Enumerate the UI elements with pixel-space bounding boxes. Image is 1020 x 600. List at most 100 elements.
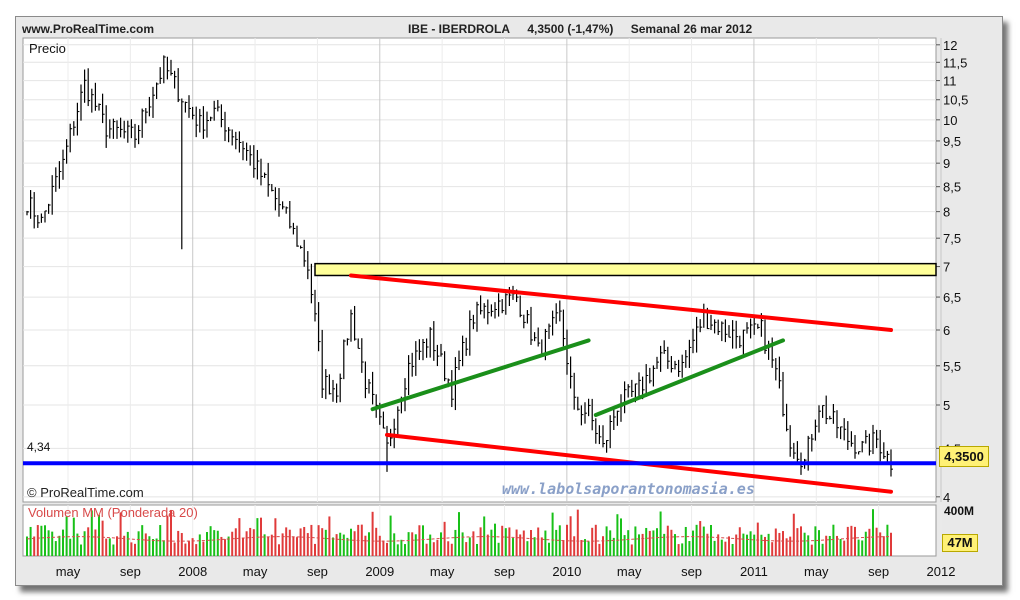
volume-bar [69, 538, 72, 556]
volume-bar [594, 524, 597, 556]
volume-bar [198, 534, 201, 556]
volume-bar [620, 518, 622, 556]
volume-bar [414, 534, 417, 556]
x-tick-label: sep [681, 564, 702, 579]
volume-bar [641, 533, 644, 556]
x-tick-label: sep [120, 564, 141, 579]
volume-bar [350, 528, 352, 556]
volume-bar [80, 544, 82, 556]
volume-bar [616, 514, 619, 556]
channel-line [349, 273, 893, 332]
volume-bar [760, 534, 763, 556]
volume-bar [681, 543, 684, 556]
volume-bar [213, 530, 216, 556]
volume-bar [864, 531, 867, 556]
x-tick-label: may [430, 564, 455, 579]
volume-bar [184, 543, 187, 556]
volume-bar [386, 542, 388, 556]
volume-bar [335, 534, 338, 556]
y-tick-label: 11 [943, 74, 957, 89]
volume-bar [656, 528, 658, 556]
volume-bar [879, 532, 882, 556]
y-tick-label: 7 [943, 260, 950, 275]
last-price-box: 4,3500 [939, 446, 989, 467]
volume-bar [652, 530, 655, 556]
volume-bar [447, 541, 450, 556]
volume-bar [569, 516, 572, 556]
volume-bar [231, 531, 234, 556]
volume-bar [825, 535, 828, 556]
volume-bar [454, 529, 457, 556]
volume-bar [249, 527, 252, 556]
volume-bar [875, 527, 878, 556]
volume-bar [756, 522, 759, 556]
volume-bar [346, 537, 349, 556]
volume-bar [393, 533, 396, 556]
volume-bar [317, 525, 320, 556]
volume-bar [731, 543, 734, 556]
volume-bar [598, 543, 601, 556]
volume-bar [137, 531, 140, 556]
volume-bar [670, 529, 673, 556]
volume-bar [720, 539, 723, 556]
volume-bar [602, 536, 604, 556]
resistance-zone [314, 262, 937, 277]
volume-bar [436, 539, 439, 556]
x-tick-label: 2010 [552, 564, 581, 579]
volume-bar [389, 515, 392, 556]
volume-bar [180, 533, 183, 556]
volume-bar [353, 531, 356, 556]
volume-bar [537, 527, 540, 556]
volume-bar [504, 528, 507, 556]
volume-bar [584, 539, 586, 556]
symbol-label: IBE - IBERDROLA [408, 22, 510, 36]
volume-bar [407, 532, 410, 556]
volume-bar [476, 543, 478, 556]
volume-bar [861, 540, 864, 556]
volume-bar [396, 544, 399, 556]
volume-bar [778, 532, 781, 556]
volume-bar [530, 529, 532, 556]
volume-bar [843, 540, 846, 556]
x-tick-label: 2012 [927, 564, 956, 579]
volume-bar [486, 534, 489, 556]
x-tick-label: may [56, 564, 81, 579]
volume-bar [400, 539, 403, 556]
volume-bar [821, 543, 824, 556]
volume-bar [591, 527, 594, 556]
y-tick-label: 6 [943, 323, 950, 338]
volume-bar [854, 526, 856, 556]
volume-bar [659, 511, 662, 556]
volume-bar [162, 540, 165, 556]
volume-bar [299, 528, 302, 556]
volume-bar [742, 533, 745, 556]
volume-bar [173, 542, 176, 556]
volume-bar [519, 534, 522, 556]
volume-bar [576, 509, 579, 556]
volume-bar [846, 526, 849, 556]
x-tick-label: 2009 [365, 564, 394, 579]
volume-bar [263, 534, 266, 556]
volume-bar [170, 509, 172, 556]
price-bars [26, 55, 893, 477]
y-tick-label: 7,5 [943, 231, 961, 246]
volume-bar [321, 528, 324, 556]
volume-bar [710, 524, 712, 556]
y-tick-label: 10 [943, 113, 957, 128]
volume-bar [364, 535, 367, 556]
volume-bar [512, 538, 514, 556]
volume-last-box: 47M [942, 534, 978, 552]
volume-bar [238, 518, 241, 556]
volume-bar [890, 532, 892, 556]
volume-bar [738, 527, 741, 556]
volume-bar [36, 525, 39, 556]
volume-bar [461, 532, 464, 556]
volume-bar [112, 544, 115, 556]
y-tick-label: 5,5 [943, 359, 961, 374]
volume-bar [810, 544, 813, 556]
volume-bar [260, 517, 262, 556]
volume-bar [443, 521, 446, 556]
volume-bar [555, 529, 558, 556]
volume-bar [612, 537, 615, 556]
